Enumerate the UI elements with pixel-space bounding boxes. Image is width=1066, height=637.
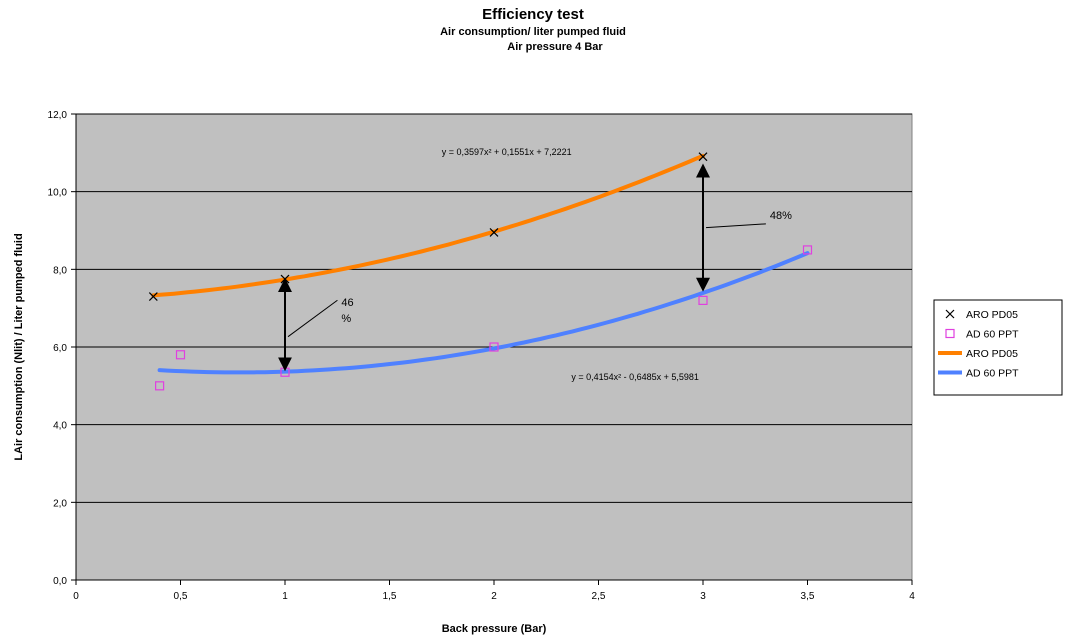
legend: ARO PD05 AD 60 PPT ARO PD05 AD 60 PPT: [933, 299, 1063, 396]
equation-ad60-ppt: y = 0,4154x² - 0,6485x + 5,5981: [571, 372, 699, 382]
x-tick-label-5: 2,5: [592, 591, 606, 602]
legend-label-3: AD 60 PPT: [966, 368, 1019, 380]
legend-label-1: AD 60 PPT: [966, 329, 1019, 341]
trendline-1: [157, 251, 810, 375]
x-axis-title: Back pressure (Bar): [442, 623, 547, 635]
y-tick-label-5: 10,0: [48, 188, 68, 199]
gap-leader-1: [705, 223, 766, 229]
y-tick-label-4: 8,0: [53, 265, 67, 276]
y-tick-label-3: 6,0: [53, 343, 67, 354]
gap-label-0-0: 46: [341, 297, 353, 309]
point-stroke-b: [148, 292, 158, 301]
point-series1-1: [175, 350, 186, 360]
data-points: [148, 152, 813, 391]
x-tick-label-6: 3: [700, 591, 706, 602]
x-tick-label-4: 2: [491, 591, 497, 602]
axes: 0,0 2,0 4,0 6,0 8,0 10,0 12,0 0 0,5 1 1,5 2 2,5 3 3,5 4: [48, 110, 916, 602]
x-tick-label-2: 1: [282, 591, 288, 602]
x-tick-label-8: 4: [909, 591, 915, 602]
gap-leader-0: [287, 299, 338, 338]
trendlines: [151, 153, 810, 375]
equation-aro-pd05: y = 0,3597x² + 0,1551x + 7,2221: [442, 147, 572, 157]
gap-label-1-0: 48%: [770, 210, 792, 222]
point-stroke-b: [489, 228, 499, 237]
y-tick-label-6: 12,0: [48, 110, 68, 121]
point-series1-3: [489, 342, 499, 352]
x-tick-label-7: 3,5: [801, 591, 815, 602]
gap-label-0-1: %: [341, 313, 351, 325]
point-series0-0: [148, 292, 158, 301]
legend-label-2: ARO PD05: [966, 348, 1018, 360]
x-tick-label-3: 1,5: [383, 591, 397, 602]
y-tick-label-1: 2,0: [53, 498, 67, 509]
point-series1-0: [155, 381, 165, 391]
legend-label-0: ARO PD05: [966, 309, 1018, 321]
x-tick-label-0: 0: [73, 591, 79, 602]
y-tick-label-2: 4,0: [53, 421, 67, 432]
point-series0-2: [489, 228, 499, 237]
legend-box: [933, 299, 1063, 396]
legend-x-b: [945, 309, 955, 319]
point-stroke-b: [698, 152, 708, 162]
legend-marker-0: [945, 309, 955, 319]
chart-title: Efficiency test: [482, 6, 584, 23]
x-tick-label-1: 0,5: [174, 591, 188, 602]
trendline-0: [151, 153, 705, 298]
annotations: 46% 48%: [278, 163, 792, 372]
point-series1-4: [698, 295, 708, 305]
chart-subtitle: Air consumption/ liter pumped fluid: [440, 26, 626, 38]
point-series0-3: [698, 152, 708, 162]
point-series1-5: [802, 245, 813, 255]
y-tick-label-0: 0,0: [53, 576, 67, 587]
y-axis-title: LAir consumption (Nlit) / Liter pumped f…: [13, 233, 25, 460]
chart-subtitle-2: Air pressure 4 Bar: [507, 41, 603, 53]
legend-marker-1: [945, 328, 955, 339]
